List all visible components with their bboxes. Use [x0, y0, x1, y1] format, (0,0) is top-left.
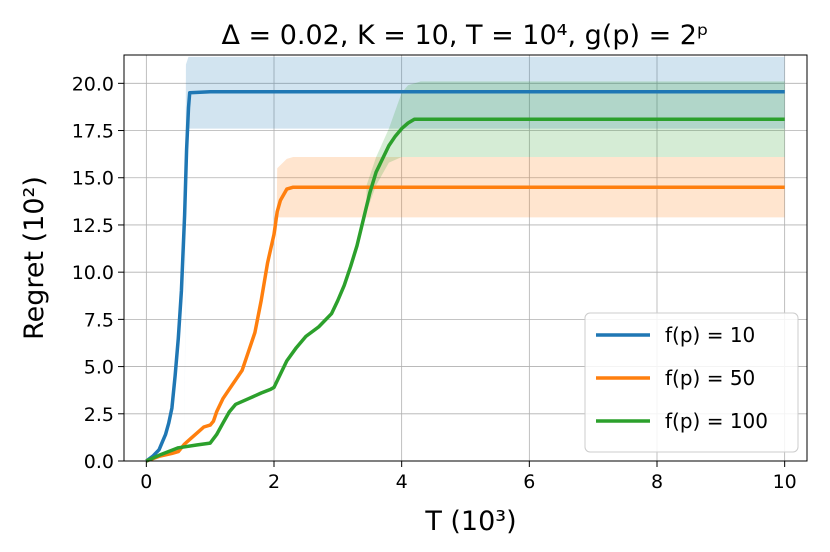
x-tick-label-2: 4: [396, 471, 408, 493]
y-axis-label: Regret (10²): [19, 176, 50, 340]
legend-box: [584, 312, 799, 453]
chart-title: Δ = 0.02, K = 10, T = 10⁴, g(p) = 2ᵖ: [221, 20, 708, 51]
x-ticks: 0 2 4 6 8 10: [140, 461, 797, 493]
band-series-1: [184, 56, 785, 462]
line-series-1: [145, 90, 785, 463]
y-tick-label-4: 10.0: [72, 262, 114, 284]
x-tick-label-5: 10: [773, 471, 797, 493]
y-tick-label-6: 15.0: [72, 168, 114, 190]
legend-label-series-1: f(p) = 10: [665, 323, 755, 347]
y-tick-label-2: 5.0: [84, 357, 114, 379]
legend-label-series-2: f(p) = 50: [665, 366, 755, 390]
y-tick-label-5: 12.5: [72, 215, 114, 237]
x-tick-label-3: 6: [523, 471, 535, 493]
y-tick-label-3: 7.5: [84, 309, 114, 331]
y-tick-label-7: 17.5: [72, 121, 114, 143]
y-tick-label-8: 20.0: [72, 73, 114, 95]
x-tick-label-1: 2: [268, 471, 280, 493]
x-axis-label: T (10³): [424, 506, 516, 537]
y-tick-label-1: 2.5: [84, 404, 114, 426]
x-tick-label-4: 8: [651, 471, 663, 493]
legend-label-series-3: f(p) = 100: [665, 409, 768, 433]
line-series-3: [145, 117, 785, 463]
band-series-3: [366, 81, 785, 212]
y-ticks: 0.0 2.5 5.0 7.5 10.0 12.5 15.0 17.5 20.0: [72, 73, 124, 473]
line-series-2: [145, 185, 785, 463]
plot-frame: [123, 54, 808, 462]
x-tick-label-0: 0: [140, 471, 152, 493]
legend: f(p) = 10 f(p) = 50 f(p) = 100: [584, 312, 799, 453]
series-lines: [145, 90, 785, 463]
y-tick-label-0: 0.0: [84, 451, 114, 473]
